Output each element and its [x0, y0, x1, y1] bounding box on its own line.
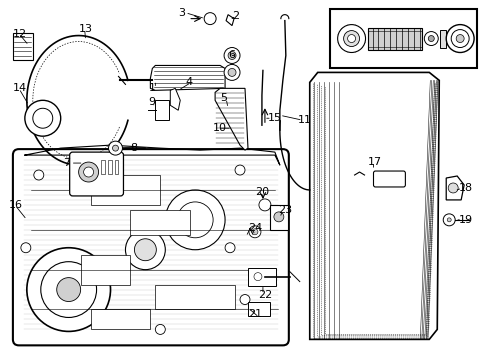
- Bar: [269, 205, 287, 230]
- Circle shape: [134, 239, 156, 261]
- Bar: [13, 32, 33, 60]
- Circle shape: [227, 68, 236, 76]
- Circle shape: [253, 273, 262, 280]
- Circle shape: [83, 167, 93, 177]
- FancyBboxPatch shape: [13, 149, 288, 345]
- Circle shape: [450, 30, 468, 48]
- Circle shape: [447, 183, 457, 193]
- Circle shape: [203, 13, 216, 24]
- Text: 14: 14: [13, 84, 27, 93]
- Circle shape: [155, 324, 165, 334]
- Text: 24: 24: [247, 223, 262, 233]
- Text: 23: 23: [277, 205, 291, 215]
- Text: 3: 3: [178, 8, 185, 18]
- Circle shape: [427, 36, 433, 41]
- Circle shape: [447, 218, 450, 222]
- Polygon shape: [309, 72, 438, 339]
- Circle shape: [337, 24, 365, 53]
- Circle shape: [112, 145, 118, 151]
- FancyBboxPatch shape: [373, 171, 405, 187]
- FancyBboxPatch shape: [69, 152, 123, 196]
- Circle shape: [240, 294, 249, 305]
- Text: 6: 6: [227, 50, 235, 60]
- Polygon shape: [225, 15, 234, 26]
- Circle shape: [224, 243, 235, 253]
- Bar: [90, 175, 160, 205]
- Circle shape: [41, 262, 96, 318]
- Circle shape: [165, 190, 224, 250]
- Circle shape: [455, 35, 463, 42]
- Text: 21: 21: [247, 310, 262, 319]
- Text: 18: 18: [458, 183, 472, 193]
- Bar: [247, 302, 269, 316]
- Circle shape: [224, 64, 240, 80]
- Circle shape: [251, 229, 258, 235]
- Bar: [439, 30, 446, 48]
- Text: 13: 13: [79, 24, 92, 33]
- Circle shape: [259, 199, 270, 211]
- Text: 22: 22: [258, 289, 272, 300]
- Circle shape: [446, 24, 473, 53]
- Text: 7: 7: [62, 158, 70, 168]
- Text: 11: 11: [297, 115, 311, 125]
- Text: 12: 12: [13, 28, 27, 39]
- Text: 19: 19: [458, 215, 472, 225]
- Bar: [329, 9, 476, 68]
- Circle shape: [227, 51, 236, 59]
- Bar: [155, 100, 169, 120]
- Circle shape: [34, 170, 44, 180]
- Polygon shape: [215, 88, 247, 150]
- Polygon shape: [150, 66, 224, 90]
- Bar: [90, 310, 150, 329]
- Text: 8: 8: [130, 143, 137, 153]
- Text: 17: 17: [367, 157, 381, 167]
- Circle shape: [248, 226, 261, 238]
- Text: 4: 4: [185, 77, 192, 87]
- Text: 9: 9: [148, 97, 155, 107]
- Circle shape: [347, 35, 355, 42]
- Bar: [81, 255, 130, 285]
- Circle shape: [57, 278, 81, 302]
- Circle shape: [235, 165, 244, 175]
- Text: 2: 2: [232, 11, 239, 21]
- Text: 5: 5: [220, 93, 226, 103]
- Bar: [155, 285, 235, 310]
- Circle shape: [442, 214, 454, 226]
- Circle shape: [25, 100, 61, 136]
- Bar: [107, 160, 111, 174]
- Circle shape: [343, 31, 359, 46]
- Text: 16: 16: [9, 200, 23, 210]
- Circle shape: [224, 48, 240, 63]
- Bar: [101, 160, 104, 174]
- Bar: [367, 28, 422, 50]
- Bar: [247, 268, 275, 285]
- Text: 10: 10: [213, 123, 226, 133]
- Circle shape: [108, 141, 122, 155]
- Circle shape: [125, 230, 165, 270]
- Circle shape: [424, 32, 437, 45]
- Circle shape: [273, 212, 283, 222]
- Circle shape: [177, 202, 213, 238]
- Text: 1: 1: [148, 84, 155, 93]
- Text: 20: 20: [254, 187, 268, 197]
- Polygon shape: [446, 176, 463, 200]
- Circle shape: [27, 248, 110, 332]
- Polygon shape: [170, 88, 180, 110]
- Circle shape: [33, 108, 53, 128]
- Bar: [114, 160, 118, 174]
- Text: 15: 15: [267, 113, 282, 123]
- Bar: [130, 210, 190, 235]
- Circle shape: [21, 243, 31, 253]
- Circle shape: [79, 162, 99, 182]
